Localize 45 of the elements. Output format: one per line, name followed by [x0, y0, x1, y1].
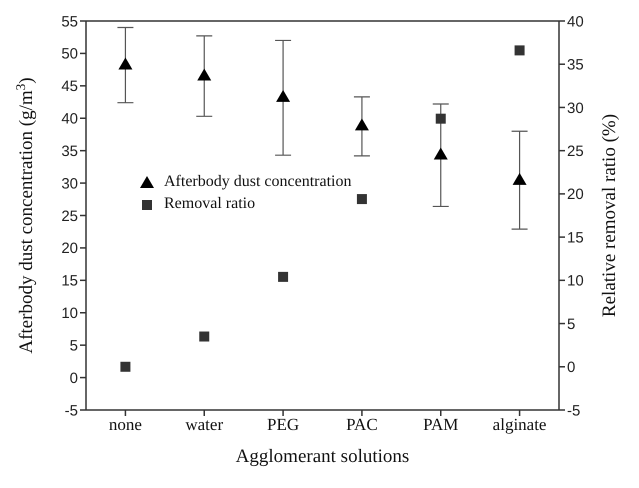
point — [356, 194, 367, 204]
y-tick-label: 55 — [61, 13, 78, 30]
y-tick-label: 15 — [61, 272, 78, 290]
x-tick-label: water — [185, 415, 224, 434]
y-tick-label: 45 — [61, 78, 78, 96]
y2-tick-label: 15 — [567, 229, 584, 246]
y-tick-label: 5 — [70, 337, 78, 354]
x-tick-label: none — [108, 415, 142, 434]
point — [197, 68, 212, 80]
y-tick-label: 50 — [61, 46, 78, 63]
point — [512, 172, 527, 185]
point — [120, 362, 130, 372]
y2-tick-label: 5 — [567, 316, 576, 333]
y2-tick-label: 30 — [567, 100, 584, 117]
x-tick-label: PAC — [346, 415, 378, 434]
y2-tick-label: 10 — [567, 272, 584, 290]
y-tick-label: 40 — [61, 110, 78, 128]
x-tick-label: alginate — [492, 415, 546, 434]
y-tick-label: 35 — [61, 142, 78, 160]
point — [434, 148, 448, 160]
x-tick-label: PAM — [423, 415, 458, 434]
y-tick-label: 0 — [70, 370, 78, 387]
point — [276, 90, 290, 102]
y2-axis-title: Relative removal ratio (%) — [599, 114, 620, 318]
point — [278, 272, 288, 282]
x-axis-title: Agglomerant solutions — [236, 446, 410, 467]
legend-label: Removal ratio — [164, 194, 256, 214]
point — [436, 114, 446, 124]
point — [514, 45, 525, 56]
y-tick-label: 30 — [61, 175, 78, 192]
y-tick-label: 25 — [61, 208, 78, 225]
y2-tick-label: 20 — [567, 186, 584, 204]
point — [118, 57, 132, 70]
y2-tick-label: 40 — [567, 13, 584, 30]
legend-label: Afterbody dust concentration — [164, 172, 352, 192]
y2-tick-label: 25 — [567, 142, 584, 160]
y-tick-label: 20 — [61, 240, 78, 258]
y-tick-label: 10 — [61, 305, 78, 322]
point — [354, 118, 369, 130]
point — [199, 332, 210, 342]
x-tick-label: PEG — [267, 415, 300, 434]
y2-tick-label: 35 — [567, 56, 584, 74]
y2-tick-label: -5 — [567, 402, 580, 420]
y2-tick-label: 0 — [567, 359, 576, 376]
y-tick-label: -5 — [64, 402, 78, 420]
